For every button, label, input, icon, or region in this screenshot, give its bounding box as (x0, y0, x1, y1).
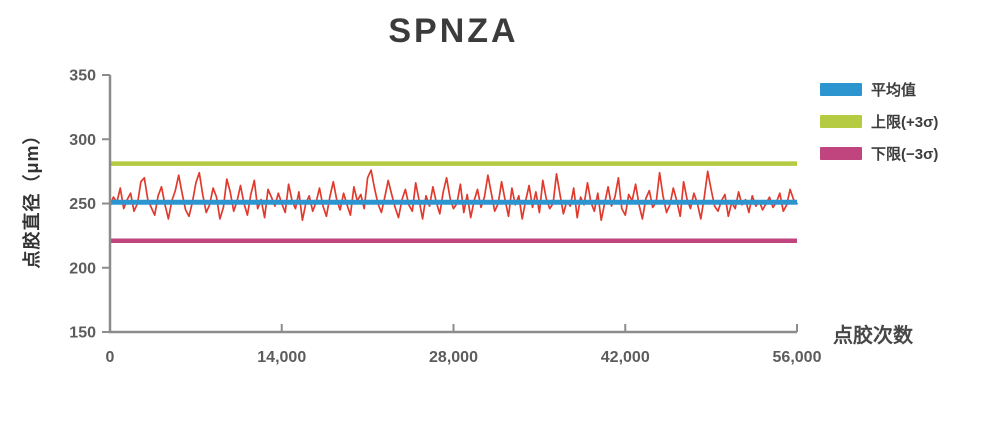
y-tick-label: 300 (69, 132, 96, 149)
x-tick-label: 14,000 (257, 349, 306, 366)
legend-swatch-upper-limit (820, 114, 862, 128)
y-tick-label: 200 (69, 260, 96, 277)
x-axis-title: 点胶次数 (833, 325, 913, 347)
legend-swatch-lower-limit (820, 146, 862, 160)
x-tick-label: 28,000 (429, 349, 478, 366)
chart-title: SPNZA (388, 12, 519, 50)
x-tick-label: 56,000 (773, 349, 822, 366)
legend-label-lower-limit: 下限(−3σ) (871, 145, 939, 163)
legend-label-upper-limit: 上限(+3σ) (871, 113, 939, 131)
legend-swatch-mean (820, 82, 862, 96)
legend-label-mean: 平均值 (871, 81, 917, 99)
diameter-series-line (109, 169, 798, 222)
x-axis-ticks: 0 14,000 28,000 42,000 56,000 (106, 324, 822, 366)
y-tick-label: 150 (69, 325, 96, 342)
legend-item-mean: 平均值 (820, 78, 938, 100)
y-tick-label: 350 (69, 68, 96, 85)
legend: 平均值 上限(+3σ) 下限(−3σ) (820, 78, 938, 174)
x-tick-label: 0 (106, 349, 115, 366)
y-tick-label: 250 (69, 196, 96, 213)
y-axis-ticks: 150 200 250 300 350 (69, 68, 110, 342)
legend-item-upper-limit: 上限(+3σ) (820, 110, 938, 132)
legend-item-lower-limit: 下限(−3σ) (820, 142, 938, 164)
x-tick-label: 42,000 (601, 349, 650, 366)
